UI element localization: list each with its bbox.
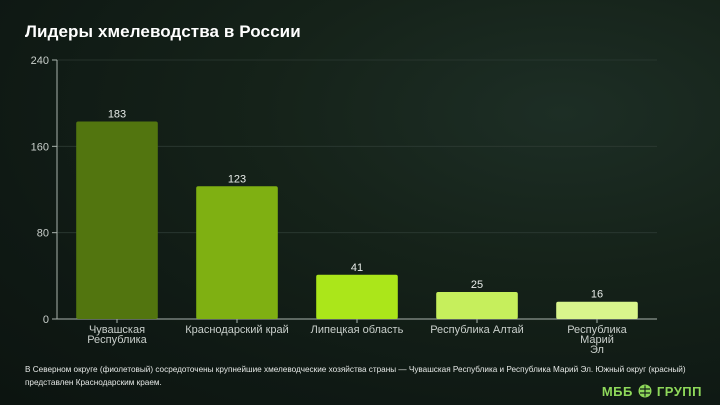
y-tick-labels: 0 80 160 240: [31, 55, 49, 326]
x-tick-label-line: Республика Алтай: [430, 324, 524, 336]
x-tick-label-line: Республика: [567, 324, 627, 336]
data-label: 183: [108, 109, 126, 121]
logo-text-right: ГРУПП: [656, 383, 702, 399]
data-label: 16: [591, 289, 603, 301]
chart-caption: В Северном округе (фиолетовый) сосредото…: [25, 365, 686, 387]
logo-text-left: МББ: [601, 383, 633, 399]
x-tick-label: Липецкая область: [311, 324, 404, 336]
y-tick-label: 160: [31, 141, 49, 153]
y-tick-label: 80: [37, 228, 49, 240]
x-tick-label-line: Краснодарский край: [185, 324, 289, 336]
bar: [76, 121, 158, 319]
x-tick-label-line: Республика: [87, 334, 147, 346]
x-tick-label-line: Эл: [590, 344, 604, 356]
bar: [196, 186, 278, 319]
y-tick-label: 240: [31, 55, 49, 67]
data-labels: 183 123 41 25 16: [108, 109, 603, 301]
x-tick-label-line: Чувашская: [89, 324, 145, 336]
bar: [436, 292, 518, 319]
x-tick-label-line: Марий: [580, 334, 614, 346]
chart-title: Лидеры хмелеводства в России: [25, 22, 301, 41]
y-tick-label: 0: [43, 314, 49, 326]
data-label: 25: [471, 279, 483, 291]
data-label: 41: [351, 262, 363, 274]
brand-logo: МББ ГРУПП: [602, 383, 702, 399]
bars: [76, 121, 638, 319]
hop-cone-icon: [638, 384, 652, 398]
data-label: 123: [228, 173, 246, 185]
x-tick-label: Краснодарский край: [185, 324, 289, 336]
bar: [556, 301, 638, 319]
x-tick-label: Чувашская Республика: [87, 324, 147, 346]
x-tick-label: Республика Алтай: [430, 324, 524, 336]
bar: [316, 274, 398, 319]
x-tick-label: Республика Марий Эл: [567, 324, 627, 356]
x-tick-label-line: Липецкая область: [311, 324, 404, 336]
